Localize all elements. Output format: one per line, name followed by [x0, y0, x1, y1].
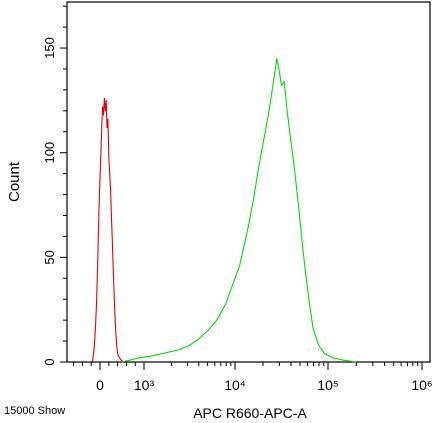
- y-axis-label: Count: [6, 161, 23, 202]
- plot-area: [91, 57, 357, 363]
- x-tick-label: 10⁴: [224, 377, 246, 393]
- x-axis-label: APC R660-APC-A: [193, 405, 307, 421]
- y-tick-label: 50: [42, 250, 57, 264]
- y-axis: 0 50 100 150: [42, 5, 67, 366]
- footer-note: 15000 Show: [4, 405, 65, 417]
- x-tick-label: 10³: [134, 377, 155, 393]
- plot-frame: [66, 1, 431, 363]
- y-tick-label: 150: [42, 37, 57, 59]
- x-tick-label: 0: [96, 377, 104, 393]
- series-2-line: [121, 57, 357, 363]
- y-tick-label: 0: [42, 358, 57, 365]
- y-tick-label: 100: [42, 142, 57, 164]
- x-tick-label: 10⁵: [317, 377, 338, 393]
- x-tick-label: 10⁶: [411, 377, 432, 393]
- x-axis: 0 10³ 10⁴ 10⁵ 10⁶: [73, 362, 433, 393]
- series-1-line: [91, 97, 124, 363]
